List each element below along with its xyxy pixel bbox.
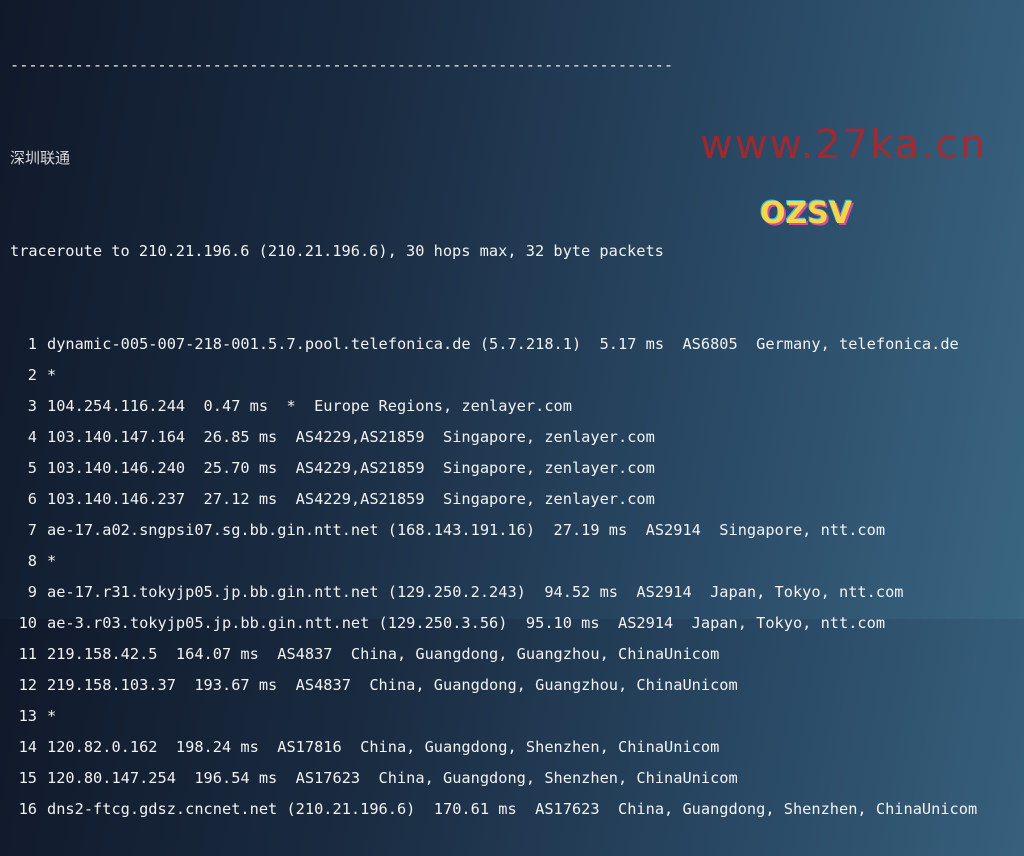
hop-detail: 104.254.116.244 0.47 ms * Europe Regions… [47,397,572,415]
separator-line: ----------------------------------------… [10,56,674,74]
hop-row: 9 ae-17.r31.tokyjp05.jp.bb.gin.ntt.net (1… [10,577,977,608]
hop-detail: * [47,366,57,384]
watermark: www.27ka.cn [700,122,988,168]
hop-row: 14 120.82.0.162 198.24 ms AS17816 China, … [10,732,977,763]
hop-detail: 103.140.146.240 25.70 ms AS4229,AS21859 … [47,459,655,477]
hop-number: 7 [27,521,37,539]
hop-list: 1 dynamic-005-007-218-001.5.7.pool.telefo… [10,329,978,825]
hop-row: 3 104.254.116.244 0.47 ms * Europe Region… [10,391,977,422]
hop-detail: ae-17.r31.tokyjp05.jp.bb.gin.ntt.net (12… [47,583,904,601]
hop-row: 7 ae-17.a02.sngpsi07.sg.bb.gin.ntt.net (1… [10,515,977,546]
hop-number: 13 [18,707,37,725]
hop-detail: ae-3.r03.tokyjp05.jp.bb.gin.ntt.net (129… [47,614,886,632]
hop-detail: * [47,552,57,570]
hop-detail: 120.82.0.162 198.24 ms AS17816 China, Gu… [47,738,720,756]
hop-row: 4 103.140.147.164 26.85 ms AS4229,AS21859… [10,422,977,453]
hop-row: 1 dynamic-005-007-218-001.5.7.pool.telefo… [10,329,977,360]
hop-number: 10 [18,614,37,632]
hop-detail: dns2-ftcg.gdsz.cncnet.net (210.21.196.6)… [47,800,978,818]
hop-number: 12 [18,676,37,694]
hop-number: 14 [18,738,37,756]
hop-detail: 219.158.42.5 164.07 ms AS4837 China, Gua… [47,645,720,663]
hop-row: 15 120.80.147.254 196.54 ms AS17623 China… [10,763,977,794]
hop-number: 8 [27,552,37,570]
hop-detail: 120.80.147.254 196.54 ms AS17623 China, … [47,769,738,787]
ozsv-logo: OZSV [760,196,853,231]
hop-row: 12 219.158.103.37 193.67 ms AS4837 China,… [10,670,977,701]
hop-row: 10 ae-3.r03.tokyjp05.jp.bb.gin.ntt.net (1… [10,608,977,639]
hop-number: 1 [27,335,37,353]
traceroute-header: traceroute to 210.21.196.6 (210.21.196.6… [10,242,664,260]
hop-row: 13 * [10,701,977,732]
hop-number: 11 [18,645,37,663]
hop-row: 2 * [10,360,977,391]
section-title: 深圳联通 [10,149,71,167]
hop-number: 4 [27,428,37,446]
hop-row: 11 219.158.42.5 164.07 ms AS4837 China, G… [10,639,977,670]
hop-detail: * [47,707,57,725]
hop-detail: 219.158.103.37 193.67 ms AS4837 China, G… [47,676,738,694]
hop-detail: ae-17.a02.sngpsi07.sg.bb.gin.ntt.net (16… [47,521,886,539]
hop-number: 6 [27,490,37,508]
hop-number: 16 [18,800,37,818]
hop-row: 6 103.140.146.237 27.12 ms AS4229,AS21859… [10,484,977,515]
hop-row: 16 dns2-ftcg.gdsz.cncnet.net (210.21.196.… [10,794,978,825]
hop-number: 15 [18,769,37,787]
hop-number: 9 [27,583,37,601]
hop-number: 2 [27,366,37,384]
hop-number: 3 [27,397,37,415]
hop-detail: 103.140.147.164 26.85 ms AS4229,AS21859 … [47,428,655,446]
hop-number: 5 [27,459,37,477]
hop-row: 5 103.140.146.240 25.70 ms AS4229,AS21859… [10,453,977,484]
hop-row: 8 * [10,546,977,577]
hop-detail: dynamic-005-007-218-001.5.7.pool.telefon… [47,335,959,353]
hop-detail: 103.140.146.237 27.12 ms AS4229,AS21859 … [47,490,655,508]
